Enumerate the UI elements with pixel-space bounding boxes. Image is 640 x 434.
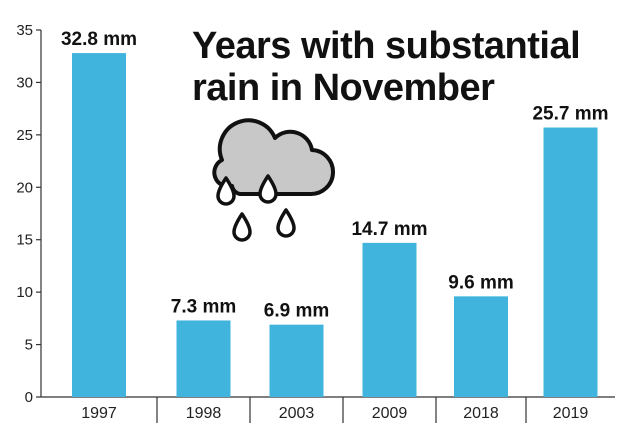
bars — [72, 53, 598, 397]
bar-2009 — [362, 242, 417, 397]
y-tick-label: 35 — [16, 22, 33, 39]
rain-cloud-icon — [212, 118, 335, 242]
data-labels: 32.8 mm 7.3 mm 6.9 mm 14.7 mm 9.6 mm 25.7 mm — [61, 29, 609, 322]
y-tick-label: 0 — [25, 389, 33, 406]
chart-title-line-2: rain in November — [192, 67, 495, 109]
bar-1998 — [176, 320, 231, 397]
data-label: 25.7 mm — [532, 104, 608, 125]
chart-title-line-1: Years with substantial — [192, 25, 580, 67]
data-label: 14.7 mm — [351, 219, 427, 240]
x-tick-label: 2019 — [553, 405, 589, 422]
bar-2019 — [543, 127, 598, 397]
y-tick-label: 25 — [16, 127, 33, 144]
x-labels: 1997 1998 2003 2009 2018 2019 — [81, 397, 588, 423]
bar-2018 — [454, 296, 508, 397]
x-tick-label: 2018 — [463, 405, 499, 422]
y-tick-label: 30 — [16, 74, 33, 91]
data-label: 32.8 mm — [61, 29, 137, 50]
data-label: 9.6 mm — [448, 272, 513, 293]
x-tick-label: 1998 — [186, 405, 222, 422]
y-ticks: 0 5 10 15 20 25 30 35 — [16, 22, 41, 406]
y-tick-label: 15 — [16, 232, 33, 249]
y-tick-label: 10 — [16, 284, 33, 301]
y-tick-label: 5 — [25, 337, 33, 354]
x-tick-label: 1997 — [81, 405, 117, 422]
x-tick-label: 2003 — [279, 405, 315, 422]
y-tick-label: 20 — [16, 179, 33, 196]
x-tick-label: 2009 — [372, 405, 408, 422]
bar-2003 — [269, 324, 324, 397]
bar-1997 — [72, 53, 126, 397]
data-label: 7.3 mm — [171, 296, 236, 317]
data-label: 6.9 mm — [264, 301, 329, 322]
